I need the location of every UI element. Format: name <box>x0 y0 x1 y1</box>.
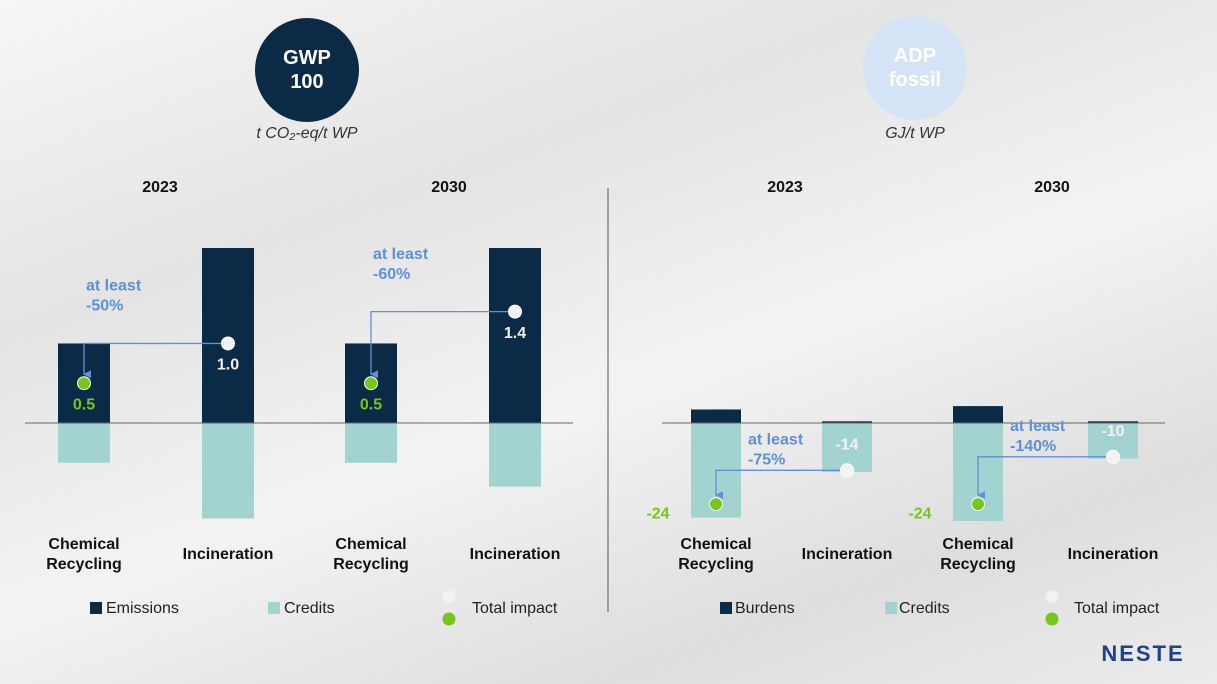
bar <box>691 409 741 423</box>
legend-label: Emissions <box>106 600 179 617</box>
total-label: -10 <box>1101 423 1124 440</box>
group-label: 2023 <box>767 179 803 196</box>
total-dot <box>221 336 235 351</box>
category-label: Incineration <box>801 546 893 563</box>
total-dot <box>77 376 91 391</box>
bar <box>822 421 872 423</box>
bar <box>489 423 541 487</box>
logo: NESTE <box>1101 641 1184 666</box>
legend-label: Burdens <box>735 600 795 617</box>
bar <box>953 406 1003 423</box>
annotation-text: at least <box>1010 418 1066 435</box>
annotation-arrow <box>370 310 515 379</box>
bar <box>345 423 397 463</box>
annotation-text: -60% <box>373 266 410 283</box>
legend-dot <box>1045 612 1059 626</box>
group-label: 2030 <box>431 179 467 196</box>
annotation-arrow <box>83 342 228 379</box>
total-dot <box>971 497 985 512</box>
category-label: Chemical Recycling <box>333 536 409 573</box>
category-label: Chemical Recycling <box>940 536 1016 573</box>
legend-label: Credits <box>284 600 335 617</box>
total-dot <box>709 497 723 512</box>
category-label: Chemical Recycling <box>678 536 754 573</box>
legend-label: Credits <box>899 600 950 617</box>
annotation-text: -50% <box>86 298 123 315</box>
total-dot <box>508 304 522 319</box>
metric-circle <box>255 18 359 122</box>
metric-circle <box>863 16 967 120</box>
total-label: 0.5 <box>360 396 382 413</box>
category-label: Chemical Recycling <box>46 536 122 573</box>
annotation-text: -75% <box>748 452 785 469</box>
legend-label: Total impact <box>472 600 558 617</box>
total-dot <box>840 463 854 478</box>
annotation-arrow <box>715 469 847 500</box>
legend-swatch <box>268 602 280 614</box>
group-label: 2030 <box>1034 179 1070 196</box>
metric-unit: t CO₂-eq/t WP <box>256 125 358 142</box>
group-label: 2023 <box>142 179 178 196</box>
total-dot <box>364 376 378 391</box>
legend-swatch <box>720 602 732 614</box>
metric-title: GWP 100 <box>283 47 331 93</box>
annotation-arrow <box>977 456 1113 500</box>
annotation-text: -140% <box>1010 438 1056 455</box>
legend-dot <box>442 590 456 604</box>
legend-swatch <box>90 602 102 614</box>
legend-label: Total impact <box>1074 600 1160 617</box>
metric-title: ADP fossil <box>888 45 942 91</box>
bar <box>489 248 541 423</box>
total-label: -24 <box>908 505 931 522</box>
annotation-text: at least <box>86 278 142 295</box>
total-dot <box>1106 449 1120 464</box>
bar <box>1088 421 1138 423</box>
bar <box>58 423 110 463</box>
category-label: Incineration <box>182 546 274 563</box>
legend-dot <box>442 612 456 626</box>
bar <box>202 248 254 423</box>
legend-swatch <box>885 602 897 614</box>
category-label: Incineration <box>469 546 561 563</box>
total-label: -24 <box>646 505 669 522</box>
bar <box>202 423 254 519</box>
total-label: 1.0 <box>217 357 239 374</box>
annotation-text: at least <box>748 432 804 449</box>
category-label: Incineration <box>1067 546 1159 563</box>
total-label: 0.5 <box>73 396 95 413</box>
total-label: -14 <box>835 437 858 454</box>
legend-dot <box>1045 590 1059 604</box>
total-label: 1.4 <box>504 325 526 342</box>
metric-unit: GJ/t WP <box>885 125 945 142</box>
annotation-text: at least <box>373 246 429 263</box>
